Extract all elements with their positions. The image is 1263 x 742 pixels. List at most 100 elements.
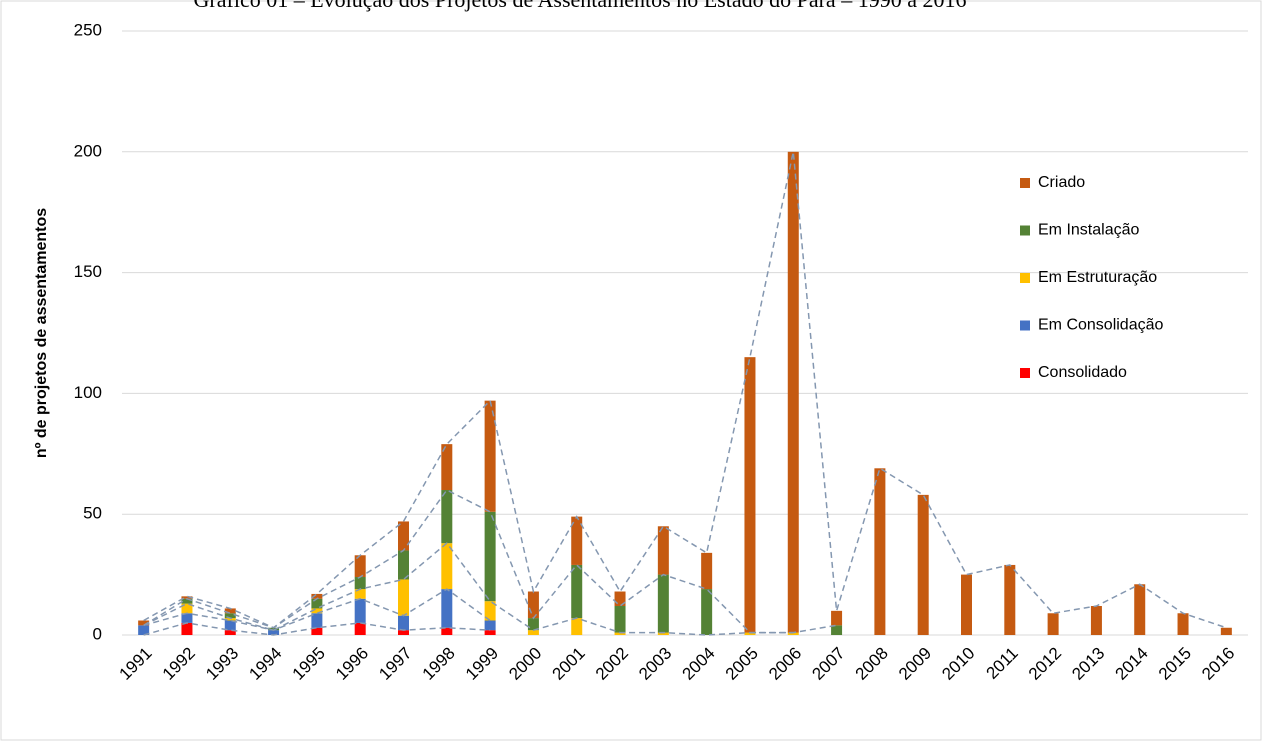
bar-segment — [701, 552, 713, 590]
bar-segment — [311, 613, 323, 628]
bar-segment — [268, 627, 280, 631]
trend-line — [143, 622, 491, 636]
bar-segment — [441, 589, 453, 628]
bar-segment — [484, 601, 496, 621]
x-tick-label: 2010 — [938, 644, 978, 684]
x-tick-label: 2011 — [983, 644, 1022, 683]
bar-segment — [787, 632, 799, 635]
bar-segment — [441, 490, 453, 544]
bar-segment — [181, 603, 193, 614]
bar-segment — [224, 613, 236, 619]
bar-segment — [484, 400, 496, 512]
legend-swatch — [1020, 368, 1030, 378]
bar-segment — [657, 632, 669, 635]
bar-segment — [354, 622, 366, 635]
x-tick-label: 1998 — [419, 644, 459, 684]
legend-swatch — [1020, 178, 1030, 188]
bar-segment — [614, 606, 626, 633]
bar-segment — [398, 579, 409, 616]
legend-label: Consolidado — [1038, 364, 1127, 381]
x-tick-label: 1997 — [375, 644, 415, 684]
y-tick-label: 200 — [74, 141, 102, 160]
legend-label: Criado — [1038, 174, 1085, 191]
bar-segment — [224, 620, 236, 631]
x-tick-label: 2016 — [1198, 644, 1238, 684]
bar-segment — [441, 444, 453, 491]
x-tick-label: 2002 — [592, 644, 632, 684]
y-tick-label: 50 — [83, 504, 102, 523]
x-tick-label: 2015 — [1155, 644, 1195, 684]
x-tick-label: 2005 — [722, 644, 762, 684]
x-tick-label: 2004 — [678, 644, 718, 684]
bar-segment — [1220, 627, 1232, 635]
x-tick-label: 1996 — [332, 644, 372, 684]
bar-segment — [441, 627, 453, 635]
x-tick-label: 2001 — [549, 644, 589, 684]
y-tick-label: 100 — [74, 383, 102, 402]
bar-segment — [1177, 613, 1189, 635]
trend-line — [143, 542, 794, 636]
bar-segment — [224, 608, 236, 614]
bar-segment — [354, 598, 366, 623]
bar-segment — [614, 591, 626, 607]
bar-segment — [701, 589, 713, 635]
bar-segment — [311, 627, 323, 635]
bar-segment — [1004, 564, 1016, 635]
y-axis-title: nº de projetos de assentamentos — [33, 208, 50, 458]
bar-segment — [181, 598, 193, 604]
bar-segment — [831, 610, 843, 626]
x-tick-label: 2003 — [635, 644, 675, 684]
bar-segment — [484, 630, 496, 635]
bar-segment — [398, 521, 409, 551]
bar-segment — [744, 357, 756, 633]
bar-segment — [571, 618, 583, 635]
bar-segment — [181, 622, 193, 635]
x-tick-label: 2013 — [1068, 644, 1108, 684]
bar-segment — [138, 620, 150, 626]
y-tick-label: 250 — [74, 20, 102, 39]
bar-segment — [354, 555, 366, 578]
bar-segment — [1134, 584, 1146, 635]
bar-segment — [311, 608, 323, 614]
x-tick-label: 2007 — [808, 644, 848, 684]
bar-segment — [181, 613, 193, 623]
bar-segment — [1090, 606, 1102, 635]
legend-label: Em Instalação — [1038, 222, 1139, 239]
x-tick-label: 2000 — [505, 644, 545, 684]
x-tick-label: 2014 — [1112, 644, 1152, 684]
x-tick-label: 1992 — [159, 644, 199, 684]
x-tick-label: 2006 — [765, 644, 805, 684]
bar-segment — [398, 615, 409, 631]
bar-segment — [961, 574, 972, 635]
bar-segment — [441, 543, 453, 590]
x-tick-label: 1991 — [115, 644, 155, 684]
bar-segment — [181, 596, 193, 599]
bar-segment — [398, 630, 409, 635]
trend-line — [143, 588, 491, 631]
y-tick-label: 150 — [74, 262, 102, 281]
bar-segment — [224, 618, 236, 621]
bar-segment — [527, 630, 539, 635]
bar-segment — [527, 618, 539, 631]
bar-segment — [224, 630, 236, 635]
x-tick-label: 1999 — [462, 644, 502, 684]
bar-segment — [1047, 613, 1059, 635]
bar-segment — [744, 632, 756, 635]
chart-title: Gráfico 01 – Evolução dos Projetos de As… — [194, 0, 967, 12]
bar-segment — [657, 526, 669, 575]
bar-segment — [138, 625, 150, 635]
x-tick-label: 2008 — [852, 644, 892, 684]
bar-segment — [484, 511, 496, 602]
legend-label: Em Estruturação — [1038, 269, 1157, 286]
bar-segment — [398, 550, 409, 580]
legend-swatch — [1020, 320, 1030, 331]
legend-swatch — [1020, 273, 1030, 283]
bar-segment — [917, 494, 929, 635]
x-tick-label: 1993 — [202, 644, 242, 684]
x-tick-label: 1994 — [245, 644, 285, 684]
bar-segment — [354, 577, 366, 590]
trend-line — [143, 151, 1227, 629]
bar-segment — [614, 632, 626, 635]
bar-segment — [484, 620, 496, 631]
